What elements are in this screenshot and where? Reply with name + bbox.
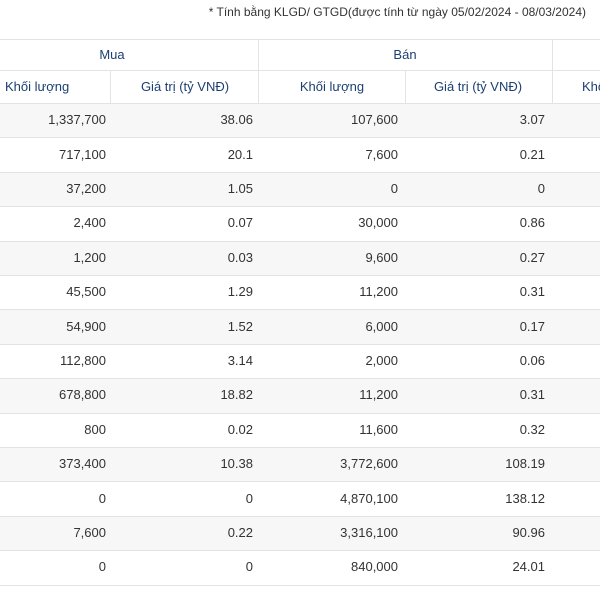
table-cell: 11,200 bbox=[359, 387, 398, 403]
table-cell: 38.06 bbox=[220, 112, 253, 128]
table-cell: 30,000 bbox=[358, 215, 398, 231]
table-cell: 20.1 bbox=[227, 146, 253, 162]
table-cell: 0.31 bbox=[519, 387, 545, 403]
table-cell: 54,900 bbox=[66, 318, 106, 334]
table-cell: 24.01 bbox=[512, 559, 545, 575]
table-cell: 10.38 bbox=[220, 456, 253, 472]
row-border bbox=[0, 240, 600, 242]
row-border bbox=[0, 343, 600, 345]
table-cell: 6,000 bbox=[365, 318, 398, 334]
table-cell: 3,316,100 bbox=[340, 525, 398, 540]
table-cell: 3.14 bbox=[227, 353, 253, 368]
header-divider bbox=[258, 39, 259, 103]
table-cell: 0.02 bbox=[227, 421, 253, 437]
table-cell: 0.31 bbox=[519, 284, 545, 300]
table-cell: 9,600 bbox=[365, 249, 398, 265]
row-border bbox=[0, 584, 600, 586]
table-cell: 840,000 bbox=[351, 559, 398, 575]
table-cell: 0 bbox=[98, 490, 106, 506]
table-cell: 1,337,700 bbox=[48, 112, 106, 128]
table-cell: 373,400 bbox=[59, 456, 106, 472]
table-cell: 107,600 bbox=[351, 112, 398, 128]
table-cell: 1.05 bbox=[227, 181, 253, 196]
row-border bbox=[0, 206, 600, 208]
table-cell: 3,772,600 bbox=[340, 456, 398, 472]
row-band bbox=[0, 378, 600, 413]
column-header: Khối lượng bbox=[5, 79, 70, 94]
header-divider bbox=[405, 70, 406, 103]
row-band bbox=[0, 447, 600, 482]
table-cell: 4,870,100 bbox=[340, 490, 398, 506]
header-border bbox=[0, 39, 600, 40]
table-cell: 7,600 bbox=[73, 525, 106, 540]
table-cell: 45,500 bbox=[66, 284, 106, 300]
table-cell: 108.19 bbox=[505, 456, 545, 472]
column-header: Khối lượng bbox=[582, 79, 600, 94]
table-cell: 0 bbox=[245, 490, 253, 506]
table-cell: 1.29 bbox=[227, 284, 253, 300]
table-cell: 800 bbox=[84, 421, 106, 437]
column-header: Giá trị (tỷ VNĐ) bbox=[433, 79, 523, 94]
table-cell: 138.12 bbox=[505, 490, 545, 506]
row-border bbox=[0, 550, 600, 552]
table-cell: 3.07 bbox=[519, 112, 545, 128]
table-cell: 37,200 bbox=[66, 181, 106, 196]
header-divider bbox=[552, 39, 553, 103]
row-border bbox=[0, 171, 600, 173]
row-border bbox=[0, 309, 600, 311]
row-border bbox=[0, 137, 600, 139]
row-border bbox=[0, 412, 600, 414]
group-header: Bán bbox=[393, 47, 417, 62]
table-cell: 0 bbox=[98, 559, 106, 575]
table-cell: 0.17 bbox=[519, 318, 545, 334]
table-cell: 678,800 bbox=[59, 387, 106, 403]
table-cell: 717,100 bbox=[59, 146, 106, 162]
table-cell: 2,400 bbox=[73, 215, 106, 231]
column-header: Giá trị (tỷ VNĐ) bbox=[140, 79, 230, 94]
table-cell: 0.21 bbox=[519, 146, 545, 162]
table-cell: 1,200 bbox=[73, 249, 106, 265]
table-cell: 18.82 bbox=[220, 387, 253, 403]
row-band bbox=[0, 309, 600, 344]
row-border bbox=[0, 481, 600, 483]
row-band bbox=[0, 171, 600, 207]
table-cell: 11,600 bbox=[359, 421, 398, 437]
table-cell: 0.22 bbox=[227, 525, 253, 540]
row-band bbox=[0, 240, 600, 275]
table-cell: 0.03 bbox=[227, 249, 253, 265]
row-border bbox=[0, 447, 600, 448]
table-cell: 1.52 bbox=[227, 318, 253, 334]
table-cell: 0 bbox=[537, 181, 545, 196]
group-header: Mua bbox=[99, 47, 125, 62]
row-band bbox=[0, 515, 600, 551]
header-border bbox=[0, 103, 600, 104]
row-band bbox=[0, 103, 600, 138]
header-border bbox=[0, 70, 600, 71]
row-border bbox=[0, 378, 600, 380]
table-cell: 90.96 bbox=[512, 525, 545, 540]
table-cell: 0.86 bbox=[519, 215, 545, 231]
note: * Tính bằng KLGD/ GTGD(được tính từ ngày… bbox=[208, 5, 586, 19]
table-cell: 0.27 bbox=[519, 249, 545, 265]
table-cell: 112,800 bbox=[59, 353, 106, 368]
table-cell: 0.32 bbox=[519, 421, 545, 437]
table-cell: 7,600 bbox=[365, 146, 398, 162]
row-border bbox=[0, 275, 600, 276]
table-cell: 0.06 bbox=[519, 353, 545, 368]
column-header: Khối lượng bbox=[299, 79, 365, 94]
header-divider bbox=[110, 70, 111, 103]
table-cell: 0 bbox=[390, 181, 398, 196]
table-cell: 2,000 bbox=[365, 353, 398, 368]
row-border bbox=[0, 515, 600, 517]
table-cell: 11,200 bbox=[359, 284, 398, 300]
table-cell: 0 bbox=[245, 559, 253, 575]
table-cell: 0.07 bbox=[227, 215, 253, 231]
